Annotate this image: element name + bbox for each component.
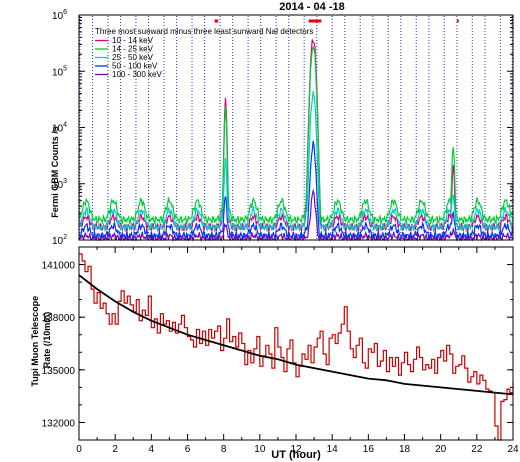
chart-title: 2014 - 04 -18 [279, 1, 344, 13]
legend-label: 100 - 300 keV [112, 70, 162, 79]
x-tick-label: 0 [76, 444, 82, 455]
legend-label: 25 - 50 keV [112, 53, 154, 62]
gbm-y-tick-label: 105 [52, 65, 67, 78]
muon-plot-frame [78, 246, 514, 441]
x-tick-label: 12 [290, 444, 302, 455]
x-axis-label: UT (hour) [271, 449, 321, 461]
gbm-y-tick-label: 102 [52, 234, 67, 247]
gbm-y-ticks: 102 103 104 105 106 [52, 9, 514, 247]
muon-y-tick-label: 141000 [42, 261, 76, 272]
gbm-plot-frame [78, 14, 514, 241]
x-tick-label: 24 [507, 444, 519, 455]
x-tick-label: 16 [363, 444, 375, 455]
muon-y-tick-label: 135000 [42, 366, 76, 377]
gbm-legend: Three most sunward minus three least sun… [95, 27, 313, 79]
gbm-y-tick-label: 103 [52, 178, 67, 191]
gbm-series-line [78, 140, 514, 242]
muon-y-label-line2: Rate (/10min) [42, 312, 52, 369]
gbm-y-axis-label: Fermi GBM Counts /s [50, 126, 60, 218]
x-tick-label: 10 [254, 444, 266, 455]
muon-y-axis-label: Tupi Muon Telescope Rate (/10min) [30, 293, 52, 386]
muon-fit-curve [78, 274, 514, 396]
muon-panel: Tupi Muon Telescope Rate (/10min) 132000… [30, 246, 519, 461]
muon-rate-line [79, 253, 514, 441]
x-tick-label: 8 [221, 444, 227, 455]
muon-series [78, 253, 514, 441]
gbm-series [78, 39, 514, 243]
legend-label: 14 - 25 keV [112, 45, 154, 54]
gbm-y-tick-label: 106 [52, 9, 67, 22]
x-tick-label: 2 [112, 444, 118, 455]
legend-title: Three most sunward minus three least sun… [95, 27, 313, 36]
gbm-y-tick-label: 104 [52, 122, 67, 135]
gbm-series-line [78, 91, 514, 233]
muon-x-ticks: 0 2 4 6 8 10 12 14 16 18 20 22 24 [76, 247, 519, 455]
muon-y-tick-label: 138000 [42, 313, 76, 324]
muon-y-label-line1: Tupi Muon Telescope [30, 296, 40, 387]
gbm-series-line [78, 188, 514, 243]
saa-gap-lines [79, 16, 513, 240]
x-tick-label: 20 [435, 444, 447, 455]
muon-y-tick-label: 132000 [42, 418, 76, 429]
x-tick-label: 14 [327, 444, 339, 455]
gbm-panel: 2014 - 04 -18 Fermi GBM Counts /s 102 103… [50, 1, 514, 247]
legend-label: 50 - 100 keV [112, 62, 158, 71]
gbm-series-line [78, 45, 514, 226]
x-tick-label: 18 [399, 444, 411, 455]
x-tick-label: 22 [471, 444, 483, 455]
x-tick-label: 6 [185, 444, 191, 455]
x-tick-label: 4 [149, 444, 155, 455]
legend-label: 10 - 14 keV [112, 36, 154, 45]
